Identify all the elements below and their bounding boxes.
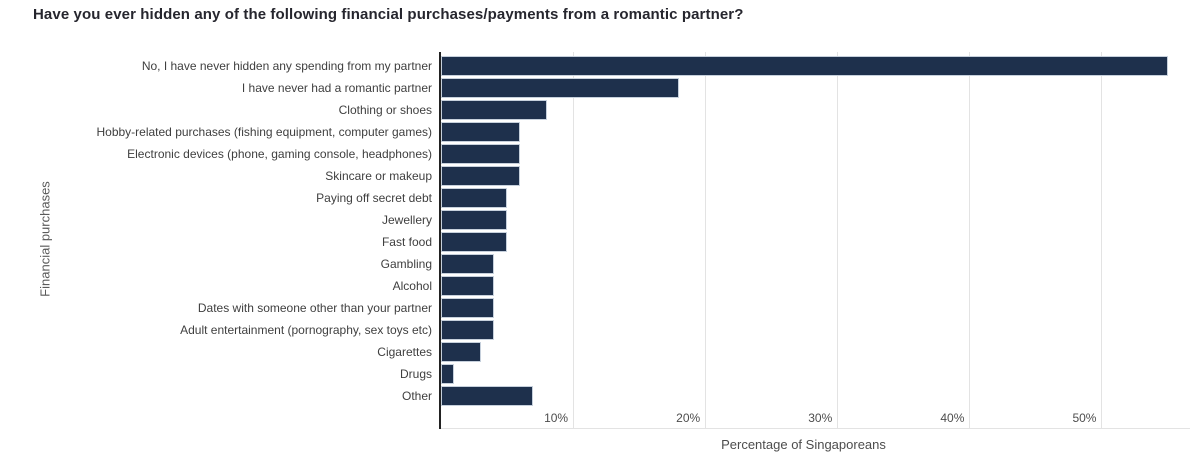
bar-row: Clothing or shoes xyxy=(0,99,1190,121)
bar[interactable] xyxy=(441,320,494,340)
x-tick-label: 30% xyxy=(808,411,833,425)
bar[interactable] xyxy=(441,78,679,98)
bar-track xyxy=(441,77,1190,99)
bar-track xyxy=(441,341,1190,363)
category-label: Other xyxy=(401,389,432,403)
bar[interactable] xyxy=(441,122,521,142)
category-label: Fast food xyxy=(381,235,432,249)
bar-track xyxy=(441,275,1190,297)
bar-row: Drugs xyxy=(0,363,1190,385)
bar-track xyxy=(441,55,1190,77)
y-axis-line xyxy=(439,52,441,429)
bar-track xyxy=(441,385,1190,407)
bar-rows: No, I have never hidden any spending fro… xyxy=(0,55,1190,407)
category-label: Gambling xyxy=(380,257,432,271)
bar[interactable] xyxy=(441,188,508,208)
bar-row: Cigarettes xyxy=(0,341,1190,363)
bar[interactable] xyxy=(441,254,494,274)
bar-track xyxy=(441,165,1190,187)
category-label: Electronic devices (phone, gaming consol… xyxy=(127,147,432,161)
bar-track xyxy=(441,121,1190,143)
bar[interactable] xyxy=(441,276,494,296)
bar-row: No, I have never hidden any spending fro… xyxy=(0,55,1190,77)
bar[interactable] xyxy=(441,166,521,186)
x-axis-title: Percentage of Singaporeans xyxy=(721,437,886,452)
bar[interactable] xyxy=(441,56,1168,76)
category-label: Clothing or shoes xyxy=(338,103,432,117)
bar-track xyxy=(441,297,1190,319)
x-axis-ticks: 10% 20% 30% 40% 50% xyxy=(441,411,1190,427)
bar-row: Alcohol xyxy=(0,275,1190,297)
bar-track xyxy=(441,187,1190,209)
bar-track xyxy=(441,99,1190,121)
bar-row: Fast food xyxy=(0,231,1190,253)
gridline xyxy=(705,52,707,428)
gridline xyxy=(1101,52,1103,428)
chart-title: Have you ever hidden any of the followin… xyxy=(33,6,744,23)
bar-row: Electronic devices (phone, gaming consol… xyxy=(0,143,1190,165)
bar[interactable] xyxy=(441,342,481,362)
bar[interactable] xyxy=(441,210,508,230)
x-tick-label: 50% xyxy=(1072,411,1097,425)
bar-row: Adult entertainment (pornography, sex to… xyxy=(0,319,1190,341)
bar-track xyxy=(441,231,1190,253)
bar-track xyxy=(441,209,1190,231)
bar-row: Other xyxy=(0,385,1190,407)
category-label: I have never had a romantic partner xyxy=(241,81,432,95)
category-label: No, I have never hidden any spending fro… xyxy=(141,59,432,73)
category-label: Adult entertainment (pornography, sex to… xyxy=(180,323,432,337)
bar-row: I have never had a romantic partner xyxy=(0,77,1190,99)
bar[interactable] xyxy=(441,100,547,120)
bar[interactable] xyxy=(441,232,508,252)
category-label: Drugs xyxy=(399,367,432,381)
category-label: Alcohol xyxy=(392,279,432,293)
bar[interactable] xyxy=(441,386,534,406)
bar-track xyxy=(441,363,1190,385)
gridline xyxy=(573,52,575,428)
bar-row: Dates with someone other than your partn… xyxy=(0,297,1190,319)
category-label: Jewellery xyxy=(381,213,432,227)
bar[interactable] xyxy=(441,364,455,384)
bar-row: Paying off secret debt xyxy=(0,187,1190,209)
category-label: Hobby-related purchases (fishing equipme… xyxy=(96,125,432,139)
category-label: Cigarettes xyxy=(377,345,432,359)
bar-row: Skincare or makeup xyxy=(0,165,1190,187)
bar-row: Gambling xyxy=(0,253,1190,275)
bar-track xyxy=(441,253,1190,275)
bar-row: Hobby-related purchases (fishing equipme… xyxy=(0,121,1190,143)
plot-area xyxy=(441,52,1190,429)
bar-track xyxy=(441,143,1190,165)
x-tick-label: 20% xyxy=(676,411,701,425)
x-tick-label: 40% xyxy=(940,411,965,425)
bar[interactable] xyxy=(441,298,494,318)
category-label: Dates with someone other than your partn… xyxy=(197,301,432,315)
gridline xyxy=(837,52,839,428)
category-label: Skincare or makeup xyxy=(325,169,432,183)
bar[interactable] xyxy=(441,144,521,164)
bar-track xyxy=(441,319,1190,341)
bar-row: Jewellery xyxy=(0,209,1190,231)
gridline xyxy=(969,52,971,428)
category-label: Paying off secret debt xyxy=(316,191,432,205)
x-tick-label: 10% xyxy=(544,411,569,425)
